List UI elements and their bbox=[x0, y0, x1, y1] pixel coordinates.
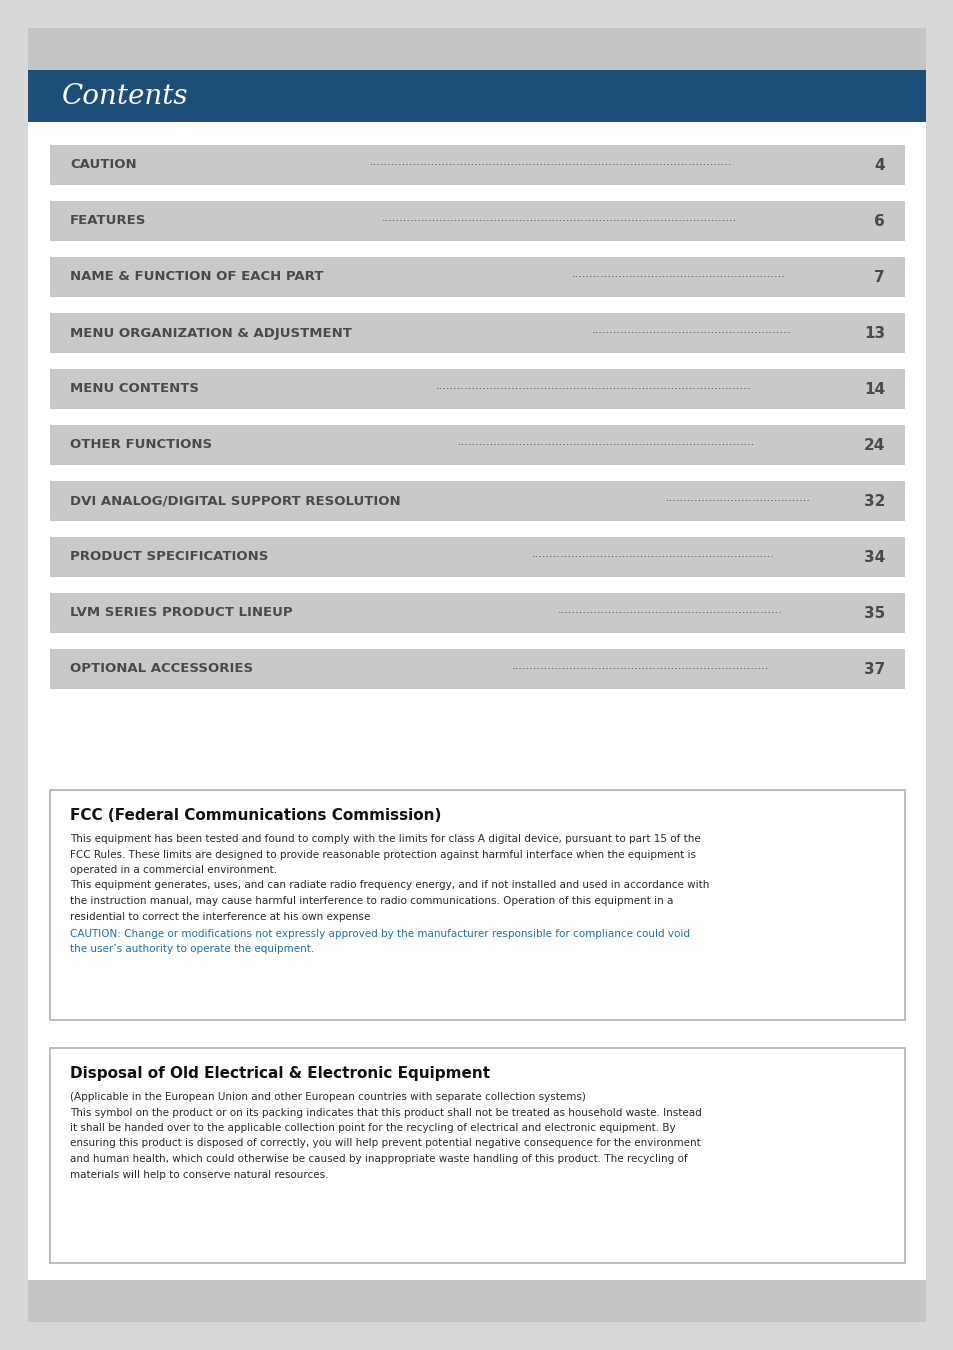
Text: This equipment generates, uses, and can radiate radio frequency energy, and if n: This equipment generates, uses, and can … bbox=[70, 880, 709, 891]
Text: ················································································: ········································… bbox=[369, 161, 731, 170]
Text: 34: 34 bbox=[862, 549, 884, 564]
Bar bbox=[50, 313, 904, 352]
Text: (Applicable in the European Union and other European countries with separate col: (Applicable in the European Union and ot… bbox=[70, 1092, 585, 1102]
Bar bbox=[28, 70, 925, 122]
Text: 4: 4 bbox=[874, 158, 884, 173]
Text: FEATURES: FEATURES bbox=[70, 215, 146, 228]
Text: This equipment has been tested and found to comply with the limits for class A d: This equipment has been tested and found… bbox=[70, 834, 700, 844]
Text: PRODUCT SPECIFICATIONS: PRODUCT SPECIFICATIONS bbox=[70, 551, 268, 563]
Text: FCC (Federal Communications Commission): FCC (Federal Communications Commission) bbox=[70, 809, 441, 824]
Text: the user’s authority to operate the equipment.: the user’s authority to operate the equi… bbox=[70, 945, 314, 954]
Text: it shall be handed over to the applicable collection point for the recycling of : it shall be handed over to the applicabl… bbox=[70, 1123, 675, 1133]
Text: ·······················································: ········································… bbox=[591, 328, 790, 338]
Text: and human health, which could otherwise be caused by inappropriate waste handlin: and human health, which could otherwise … bbox=[70, 1154, 687, 1164]
Text: Contents: Contents bbox=[62, 82, 189, 109]
Text: ···································································: ········································… bbox=[531, 552, 774, 562]
Text: operated in a commercial environment.: operated in a commercial environment. bbox=[70, 865, 276, 875]
Text: DVI ANALOG/DIGITAL SUPPORT RESOLUTION: DVI ANALOG/DIGITAL SUPPORT RESOLUTION bbox=[70, 494, 400, 508]
Text: ·······································································: ········································… bbox=[511, 664, 768, 674]
Bar bbox=[50, 649, 904, 688]
Bar bbox=[50, 593, 904, 633]
Text: ···························································: ········································… bbox=[571, 271, 785, 282]
Text: This symbol on the product or on its packing indicates that this product shall n: This symbol on the product or on its pac… bbox=[70, 1107, 701, 1118]
Text: the instruction manual, may cause harmful interference to radio communications. : the instruction manual, may cause harmfu… bbox=[70, 896, 673, 906]
Text: 35: 35 bbox=[862, 606, 884, 621]
Text: NAME & FUNCTION OF EACH PART: NAME & FUNCTION OF EACH PART bbox=[70, 270, 323, 284]
Text: MENU ORGANIZATION & ADJUSTMENT: MENU ORGANIZATION & ADJUSTMENT bbox=[70, 327, 352, 339]
Text: OTHER FUNCTIONS: OTHER FUNCTIONS bbox=[70, 439, 212, 451]
Text: 14: 14 bbox=[863, 382, 884, 397]
Text: OPTIONAL ACCESSORIES: OPTIONAL ACCESSORIES bbox=[70, 663, 253, 675]
Text: 7: 7 bbox=[874, 270, 884, 285]
Bar bbox=[50, 425, 904, 464]
Text: 24: 24 bbox=[862, 437, 884, 452]
Text: Disposal of Old Electrical & Electronic Equipment: Disposal of Old Electrical & Electronic … bbox=[70, 1066, 490, 1081]
Bar bbox=[50, 1048, 904, 1264]
Bar bbox=[50, 201, 904, 242]
Bar bbox=[50, 144, 904, 185]
Text: 13: 13 bbox=[863, 325, 884, 340]
Bar bbox=[50, 369, 904, 409]
Text: FCC Rules. These limits are designed to provide reasonable protection against ha: FCC Rules. These limits are designed to … bbox=[70, 849, 696, 860]
Bar bbox=[50, 481, 904, 521]
Bar bbox=[28, 28, 925, 70]
Bar bbox=[50, 256, 904, 297]
Text: CAUTION: CAUTION bbox=[70, 158, 136, 171]
Text: LVM SERIES PRODUCT LINEUP: LVM SERIES PRODUCT LINEUP bbox=[70, 606, 293, 620]
Bar bbox=[50, 537, 904, 576]
Text: residential to correct the interference at his own expense: residential to correct the interference … bbox=[70, 911, 370, 922]
Text: ················································································: ········································… bbox=[381, 216, 736, 225]
Text: ················································································: ········································… bbox=[436, 383, 750, 394]
Text: 32: 32 bbox=[862, 494, 884, 509]
Text: MENU CONTENTS: MENU CONTENTS bbox=[70, 382, 199, 396]
Text: ················································································: ········································… bbox=[457, 440, 754, 450]
Text: ······························································: ········································… bbox=[558, 608, 781, 618]
Text: CAUTION: Change or modifications not expressly approved by the manufacturer resp: CAUTION: Change or modifications not exp… bbox=[70, 929, 689, 940]
Bar bbox=[28, 1280, 925, 1322]
Text: 37: 37 bbox=[862, 662, 884, 676]
Text: ········································: ········································ bbox=[665, 495, 810, 506]
Text: ensuring this product is disposed of correctly, you will help prevent potential : ensuring this product is disposed of cor… bbox=[70, 1138, 700, 1149]
Text: materials will help to conserve natural resources.: materials will help to conserve natural … bbox=[70, 1169, 328, 1180]
Text: 6: 6 bbox=[873, 213, 884, 228]
Bar bbox=[50, 790, 904, 1021]
